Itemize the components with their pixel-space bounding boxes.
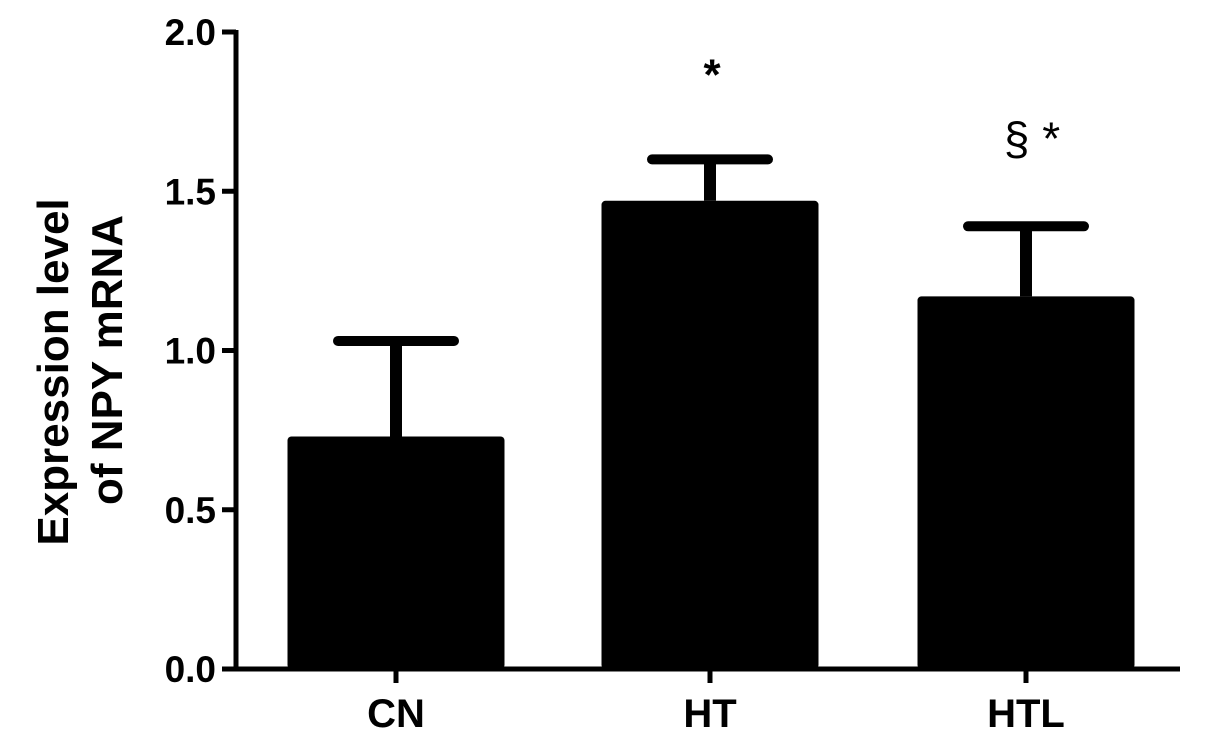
x-tick-label: HT [683,692,736,736]
x-tick-label: CN [367,692,425,736]
y-tick-label: 0.5 [165,490,216,531]
significance-annotation: * [703,50,721,99]
y-tick-label: 1.0 [165,331,216,372]
y-axis-title-line1: Expression level [29,198,78,545]
significance-annotation: § * [1004,112,1060,164]
annotations: * § * [703,50,1060,164]
y-axis-title: Expression level of NPY mRNA [29,198,132,545]
bar-ht [601,200,819,669]
y-tick-label: 2.0 [165,12,216,53]
y-tick-label: 0.0 [165,649,216,690]
bar-htl [917,296,1135,669]
y-axis-title-line2: of NPY mRNA [83,215,132,505]
x-tick-label: HTL [987,692,1065,736]
y-tick-label: 1.5 [165,171,216,212]
bars [287,154,1135,669]
bar-cn [287,436,505,669]
tick-labels: 0.0 0.5 1.0 1.5 2.0 CN HT HTL [165,12,1065,736]
